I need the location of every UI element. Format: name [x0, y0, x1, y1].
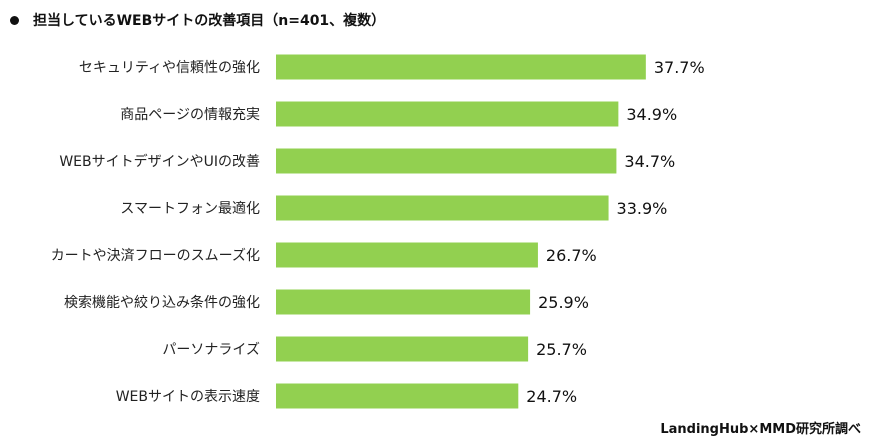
bar	[276, 336, 529, 362]
category-label: WEBサイトデザインやUIの改善	[59, 153, 260, 170]
value-label: 25.9%	[538, 293, 589, 312]
bar	[276, 101, 619, 127]
bullet-icon	[10, 15, 19, 25]
category-label: カートや決済フローのスムーズ化	[51, 248, 260, 264]
category-label: WEBサイトの表示速度	[116, 389, 260, 405]
value-label: 24.7%	[526, 387, 577, 406]
category-label: セキュリティや信頼性の強化	[79, 60, 260, 76]
bar	[276, 195, 609, 221]
category-label: 検索機能や絞り込み条件の強化	[64, 294, 260, 311]
category-label: パーソナライズ	[162, 342, 260, 358]
value-label: 37.7%	[654, 58, 705, 77]
value-label: 25.7%	[536, 340, 587, 359]
bar	[276, 289, 531, 315]
category-label: スマートフォン最適化	[120, 200, 260, 217]
source-credit: LandingHub×MMD研究所調べ	[660, 422, 861, 437]
bar	[276, 383, 519, 409]
value-label: 26.7%	[546, 246, 597, 265]
value-label: 34.9%	[626, 105, 677, 124]
value-label: 34.7%	[624, 152, 675, 171]
title-row: 担当しているWEBサイトの改善項目（n=401、複数）	[10, 10, 385, 30]
category-label: 商品ページの情報充実	[120, 107, 260, 123]
value-label: 33.9%	[617, 199, 668, 218]
bar	[276, 148, 617, 174]
bar	[276, 242, 538, 268]
chart-title: 担当しているWEBサイトの改善項目（n=401、複数）	[33, 13, 386, 29]
bar	[276, 54, 646, 80]
